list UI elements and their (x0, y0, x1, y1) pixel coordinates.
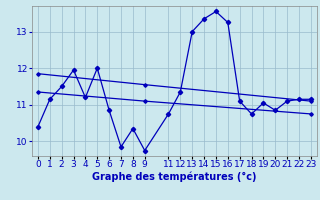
X-axis label: Graphe des températures (°c): Graphe des températures (°c) (92, 172, 257, 182)
